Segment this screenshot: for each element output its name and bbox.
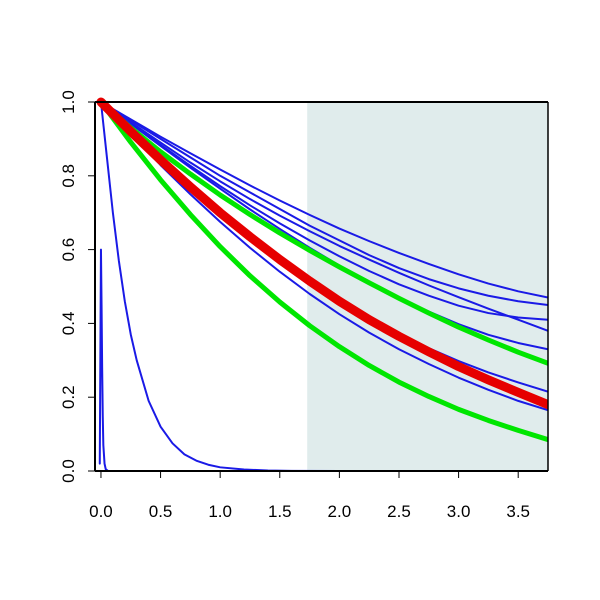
shaded-region (307, 102, 548, 471)
series-line-12 (96, 97, 548, 410)
series-line-10 (98, 99, 548, 366)
x-tick-label: 1.0 (208, 502, 232, 521)
y-tick-label: 0.0 (59, 459, 78, 483)
x-tick-label: 0.5 (149, 502, 173, 521)
series-line-9 (98, 248, 548, 471)
y-tick-label: 0.2 (59, 385, 78, 409)
x-tick-label: 2.5 (387, 502, 411, 521)
series-line-3 (99, 101, 548, 332)
series-layer (96, 97, 548, 471)
y-tick-label: 0.8 (59, 164, 78, 188)
series-line-2 (99, 101, 548, 306)
series-line-4 (99, 101, 548, 321)
y-tick-label: 1.0 (59, 90, 78, 114)
x-tick-label: 3.5 (506, 502, 530, 521)
x-tick-label: 0.0 (89, 502, 113, 521)
y-tick-label: 0.4 (59, 312, 78, 336)
x-tick-label: 1.5 (268, 502, 292, 521)
x-tick-label: 2.0 (328, 502, 352, 521)
series-line-7 (99, 101, 548, 412)
series-line-11 (98, 99, 548, 443)
series-line-1 (99, 101, 548, 299)
y-tick-label: 0.6 (59, 238, 78, 262)
x-tick-label: 3.0 (447, 502, 471, 521)
axes-layer (94, 101, 549, 472)
x-axis-ticks: 0.0 0.5 1.0 1.5 2.0 2.5 3.0 3.5 (89, 471, 530, 521)
shaded-region-layer (307, 102, 548, 471)
y-axis-ticks: 0.0 0.2 0.4 0.6 0.8 1.0 (59, 90, 95, 483)
